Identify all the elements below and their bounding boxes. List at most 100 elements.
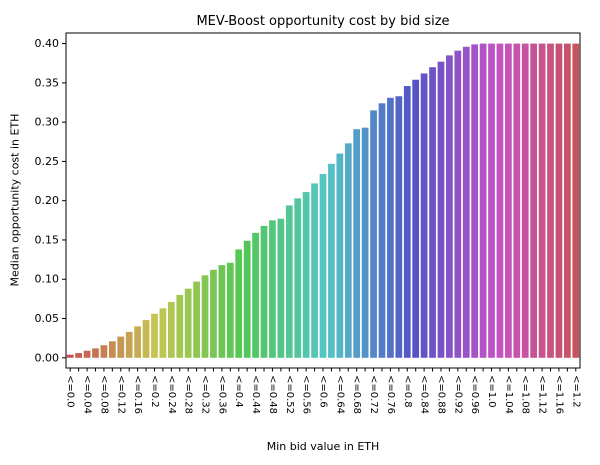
x-tick-label: <=1.2 [570,375,581,408]
bar [496,43,504,358]
bar [92,348,99,358]
bar [353,129,361,358]
y-tick-label: 0.40 [35,37,60,50]
bar [117,336,125,358]
bar [176,294,184,358]
bar [235,249,243,358]
bar [319,173,327,358]
bar [159,308,167,358]
x-axis-label: Min bid value in ETH [266,440,380,453]
x-tick-label: <=0.64 [334,375,345,414]
bar [370,110,377,358]
bar [151,313,158,358]
y-tick-label: 0.35 [35,76,60,89]
bar [555,43,563,358]
x-tick-label: <=0.2 [149,375,160,408]
bar [134,326,141,358]
bar [260,225,268,358]
bar [311,183,318,358]
x-tick-label: <=0.96 [469,375,480,414]
bar [142,320,150,358]
bar [328,163,335,358]
bar [243,240,251,358]
x-tick-label: <=0.92 [452,375,463,414]
x-tick-label: <=0.36 [216,375,227,414]
bar [184,288,192,358]
bar [277,218,285,358]
bar [412,79,420,358]
bar [462,46,470,358]
bar [530,43,538,358]
bar [387,97,394,358]
y-tick-label: 0.05 [35,312,60,325]
x-tick-label: <=0.72 [368,375,379,414]
x-tick-label: <=1.16 [553,375,564,414]
bar [437,61,445,358]
x-tick-label: <=0.32 [200,375,211,414]
bar [513,43,521,358]
x-tick-label: <=0.56 [301,375,312,414]
x-tick-label: <=0.76 [385,375,396,414]
bar [344,143,352,358]
y-tick-label: 0.00 [35,351,60,364]
bar [83,350,91,358]
bar [454,50,462,358]
x-tick-label: <=0.12 [115,375,126,414]
x-tick-label: <=0.04 [82,375,93,414]
bar [521,43,529,358]
x-tick-label: <=0.88 [435,375,446,414]
x-tick-label: <=0.52 [284,375,295,414]
x-tick-label: <=1.04 [503,375,514,414]
y-tick-label: 0.20 [35,194,60,207]
chart-title: MEV-Boost opportunity cost by bid size [196,14,450,29]
bar [167,302,175,358]
x-tick-label: <=0.48 [267,375,278,414]
bar [125,331,133,358]
y-tick-label: 0.10 [35,273,60,286]
bar [66,354,74,358]
x-tick-label: <=0.84 [419,375,430,414]
bar [361,127,369,358]
x-tick-label: <=0.24 [166,375,177,414]
bar [395,96,403,358]
bar [446,55,453,358]
x-tick-label: <=0.16 [132,375,143,414]
y-tick-label: 0.25 [35,155,60,168]
bar [378,103,386,358]
x-tick-label: <=0.4 [233,375,244,408]
bar [547,43,554,358]
bar [100,345,108,358]
bar [538,43,546,358]
x-tick-label: <=0.68 [351,375,362,414]
bar [429,67,436,358]
bar [285,205,293,358]
bar [479,43,487,358]
bar [488,43,495,358]
x-tick-label: <=0.6 [318,375,329,408]
bar [294,198,302,358]
x-tick-label: <=0.08 [98,375,109,414]
bar [218,265,226,358]
bar [572,43,580,358]
x-tick-label: <=0.44 [250,375,261,414]
x-tick-label: <=1.0 [486,375,497,408]
bar [226,262,234,358]
bar [75,353,83,358]
bar [403,86,411,358]
x-tick-label: <=1.12 [537,375,548,414]
bar [108,341,116,358]
bar [505,43,512,358]
x-tick-label: <=0.8 [402,375,413,408]
bar [563,43,571,358]
x-tick-label: <=0.0 [65,375,76,408]
bar [269,220,276,358]
x-tick-label: <=1.08 [520,375,531,414]
bar [193,281,200,358]
bar [302,192,310,358]
bar [336,153,344,358]
bar [201,275,209,358]
bar [252,232,259,358]
bar [420,73,428,358]
